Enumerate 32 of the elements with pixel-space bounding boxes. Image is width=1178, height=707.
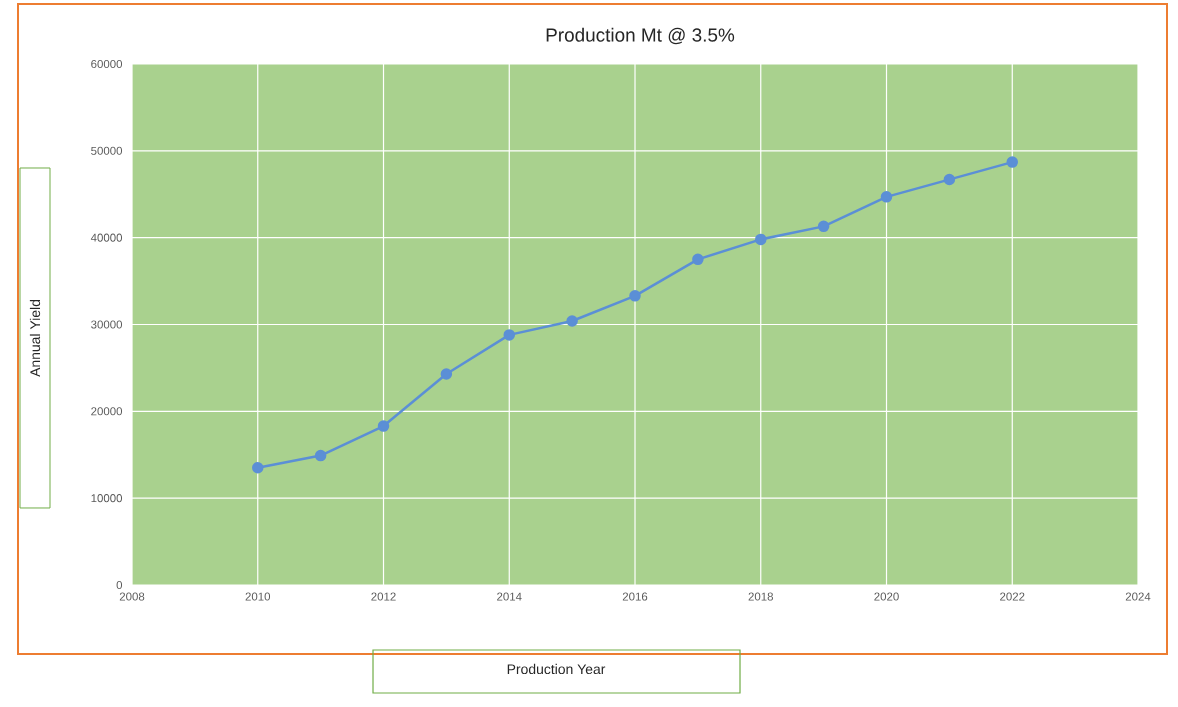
- x-tick-label: 2018: [748, 592, 773, 601]
- point: [252, 462, 264, 474]
- point: [503, 329, 516, 341]
- point: [817, 220, 830, 233]
- point: [1006, 156, 1019, 168]
- x-tick-label: 2020: [874, 592, 899, 601]
- point: [440, 368, 453, 380]
- y-tick-label: 20000: [91, 407, 123, 416]
- x-tick-label: 2024: [1125, 592, 1151, 601]
- x-tick-label: 2022: [1000, 592, 1025, 601]
- chart-title: Production Mt @ 3.5%: [546, 27, 735, 45]
- x-tick-label: 2016: [622, 592, 648, 601]
- x-axis-title: Production Year: [507, 663, 606, 675]
- point: [755, 233, 767, 246]
- point: [629, 290, 641, 302]
- y-tick-label: 10000: [91, 494, 123, 503]
- point: [692, 253, 704, 266]
- y-axis-title: Annual Yield: [29, 300, 41, 377]
- x-tick-label: 2012: [371, 592, 396, 601]
- point: [314, 449, 327, 462]
- y-tick-label: 50000: [91, 146, 123, 155]
- point: [943, 173, 956, 186]
- y-tick-label: 0: [116, 580, 123, 590]
- x-tick-label: 2008: [119, 592, 145, 601]
- y-tick-label: 60000: [91, 59, 123, 69]
- y-tick-label: 30000: [91, 320, 123, 329]
- x-tick-label: 2014: [497, 592, 522, 601]
- point: [880, 191, 893, 203]
- y-tick-label: 40000: [90, 233, 123, 242]
- point: [566, 315, 578, 327]
- x-tick-label: 2010: [245, 592, 271, 601]
- point: [377, 420, 390, 432]
